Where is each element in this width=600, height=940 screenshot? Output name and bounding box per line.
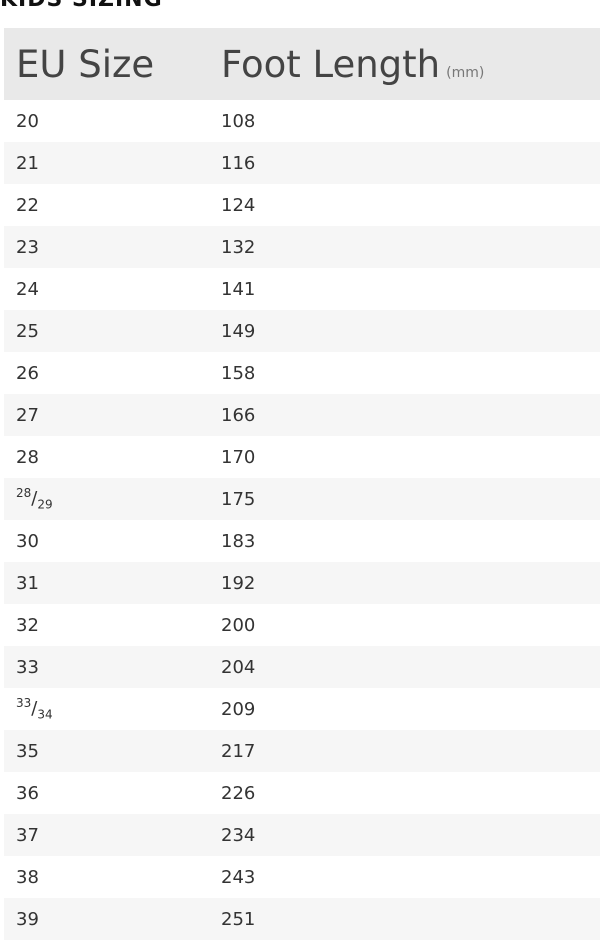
table-row: 32 200 — [4, 604, 600, 646]
table-cell: 166 — [221, 394, 600, 436]
table-body: 20 108 21 116 22 124 23 132 24 141 25 149 26 158 27 166… — [4, 100, 600, 940]
table-cell: 124 — [221, 194, 256, 216]
table-cell: 234 — [221, 814, 600, 856]
table-cell: 217 — [221, 730, 600, 772]
table-cell: 22 — [16, 194, 39, 216]
table-cell: 33 — [4, 646, 221, 688]
title: KIDS SIZING — [0, 0, 163, 12]
header-cell: Foot Length (mm) — [221, 28, 600, 100]
table-cell: 28 — [16, 446, 39, 468]
fraction-numerator: 33 — [16, 696, 32, 711]
table-cell: 209 — [221, 698, 256, 720]
table-row: 24 141 — [4, 268, 600, 310]
table-cell: 23 — [4, 226, 221, 268]
fraction-slash: / — [31, 488, 38, 510]
table-cell: 39 — [4, 898, 221, 940]
table-cell: 21 — [4, 142, 221, 184]
table-cell: 33/34 — [4, 688, 221, 730]
table-cell: 192 — [221, 562, 600, 604]
table-cell: 27 — [4, 394, 221, 436]
table-row: 37 234 — [4, 814, 600, 856]
header-text: Foot Length — [221, 42, 441, 86]
table-row: 31 192 — [4, 562, 600, 604]
fraction-numerator: 28 — [16, 486, 32, 501]
table-cell: 28/29 — [4, 478, 221, 520]
table-cell: 31 — [4, 562, 221, 604]
table-cell: 132 — [221, 226, 600, 268]
fraction-denominator: 29 — [37, 497, 53, 512]
header-unit: (mm) — [446, 64, 485, 81]
table-row: 23 132 — [4, 226, 600, 268]
table-cell: 226 — [221, 782, 256, 804]
table-cell: 158 — [221, 362, 256, 384]
header-row: EU Size Foot Length (mm) — [4, 28, 600, 100]
table-cell: 200 — [221, 614, 256, 636]
table-cell: 26 — [16, 362, 39, 384]
table-cell: 141 — [221, 278, 256, 300]
table-cell: 108 — [221, 110, 256, 132]
table-cell: 32 — [16, 614, 39, 636]
table-cell: 116 — [221, 142, 600, 184]
table-row: 20 108 — [4, 100, 600, 142]
table-cell: 243 — [221, 866, 256, 888]
table-row: 21 116 — [4, 142, 600, 184]
fraction-slash: / — [31, 698, 38, 720]
table-cell: 251 — [221, 898, 600, 940]
table-cell: 30 — [16, 530, 39, 552]
table-cell: 175 — [221, 478, 600, 520]
table-row: 36 226 — [4, 772, 600, 814]
table-cell: 170 — [221, 446, 256, 468]
table-row: 35 217 — [4, 730, 600, 772]
table-cell: 20 — [16, 110, 39, 132]
table-row: 38 243 — [4, 856, 600, 898]
table-cell: 35 — [4, 730, 221, 772]
table-row: 33 204 — [4, 646, 600, 688]
table-row: 28 170 — [4, 436, 600, 478]
table-row: 26 158 — [4, 352, 600, 394]
table-row: 39 251 — [4, 898, 600, 940]
table-cell: 204 — [221, 646, 600, 688]
table-header: EU Size Foot Length (mm) — [4, 28, 600, 100]
table-row: 28/29 175 — [4, 478, 600, 520]
table-cell: 183 — [221, 530, 256, 552]
table-cell: 24 — [16, 278, 39, 300]
table-row: 30 183 — [4, 520, 600, 562]
table-row: 33/34 209 — [4, 688, 600, 730]
table-cell: 38 — [16, 866, 39, 888]
table-row: 27 166 — [4, 394, 600, 436]
fraction-denominator: 34 — [37, 707, 53, 722]
table-row: 22 124 — [4, 184, 600, 226]
table-cell: 36 — [16, 782, 39, 804]
size-table: EU Size Foot Length (mm) 20 108 21 116 22 124 2… — [4, 28, 600, 940]
table-cell: 149 — [221, 310, 600, 352]
table-cell: 25 — [4, 310, 221, 352]
table-row: 25 149 — [4, 310, 600, 352]
header-cell: EU Size — [4, 28, 221, 100]
table-cell: 37 — [4, 814, 221, 856]
